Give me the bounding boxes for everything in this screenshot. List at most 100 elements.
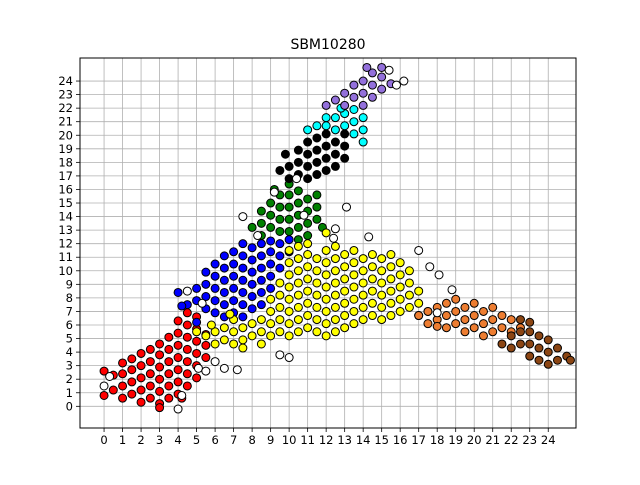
data-point [192, 348, 202, 358]
data-point [303, 231, 313, 241]
data-point [358, 76, 368, 86]
y-tick-label: 4 [66, 345, 73, 359]
data-point [238, 212, 248, 222]
data-point [293, 145, 303, 155]
data-point [238, 323, 248, 333]
data-point [358, 266, 368, 276]
data-point [312, 202, 322, 212]
data-point [342, 202, 352, 212]
data-point [367, 250, 377, 260]
data-point [321, 153, 331, 163]
data-point [367, 262, 377, 272]
data-point [256, 339, 266, 349]
data-point [340, 88, 350, 98]
data-point [469, 311, 479, 321]
data-point [329, 233, 339, 243]
data-point [247, 331, 257, 341]
data-point [145, 393, 155, 403]
x-tick-label: 16 [393, 433, 408, 447]
data-point [219, 335, 229, 345]
data-point [192, 327, 202, 337]
data-point [349, 319, 359, 329]
data-point [275, 315, 285, 325]
y-tick-label: 23 [58, 88, 73, 102]
data-point [256, 263, 266, 273]
data-point [269, 187, 279, 197]
data-point [155, 403, 165, 413]
data-point [543, 347, 553, 357]
data-point [534, 331, 544, 341]
data-point [164, 381, 174, 391]
data-point [256, 239, 266, 249]
data-point [256, 327, 266, 337]
data-point [425, 262, 435, 272]
data-point [362, 62, 372, 72]
data-point [275, 278, 285, 288]
data-point [193, 363, 203, 373]
data-point [497, 339, 507, 349]
data-point [238, 300, 248, 310]
data-point [256, 206, 266, 216]
data-point [155, 362, 165, 372]
data-point [303, 311, 313, 321]
x-tick-label: 13 [337, 433, 352, 447]
data-point [506, 331, 516, 341]
data-point [377, 315, 387, 325]
data-point [229, 296, 239, 306]
data-point [266, 271, 276, 281]
data-point [377, 278, 387, 288]
y-tick-label: 17 [58, 169, 73, 183]
data-point [312, 327, 322, 337]
data-point [238, 335, 248, 345]
data-point [284, 331, 294, 341]
data-point [284, 245, 294, 255]
data-point [136, 348, 146, 358]
data-point [182, 286, 192, 296]
data-point [349, 294, 359, 304]
data-point [340, 311, 350, 321]
plot-area-frame [79, 57, 577, 429]
data-point [238, 275, 248, 285]
data-point [460, 315, 470, 325]
data-point [293, 302, 303, 312]
y-tick-label: 5 [66, 332, 73, 346]
data-point [391, 80, 401, 90]
data-point [201, 340, 211, 350]
data-point [173, 365, 183, 375]
data-point [358, 315, 368, 325]
data-point [256, 315, 266, 325]
data-point [340, 121, 350, 131]
data-point [358, 137, 368, 147]
data-point [321, 141, 331, 151]
data-point [210, 296, 220, 306]
x-tick-label: 20 [467, 433, 482, 447]
data-point [423, 319, 433, 329]
point-cluster-1 [173, 235, 294, 327]
y-tick-label: 24 [58, 74, 73, 88]
data-point [525, 327, 535, 337]
data-point [275, 165, 285, 175]
data-point [164, 344, 174, 354]
data-point [367, 286, 377, 296]
data-point [386, 286, 396, 296]
data-point [423, 306, 433, 316]
data-point [395, 282, 405, 292]
y-tick-label: 0 [66, 399, 73, 413]
data-point [256, 218, 266, 228]
data-point [192, 373, 202, 383]
data-point [219, 263, 229, 273]
x-tick-label: 4 [174, 433, 181, 447]
x-tick-label: 3 [156, 433, 163, 447]
data-point [238, 312, 248, 322]
data-point [155, 350, 165, 360]
data-point [229, 283, 239, 293]
data-point [377, 254, 387, 264]
data-point [210, 283, 220, 293]
data-point [201, 366, 211, 376]
data-point [219, 363, 229, 373]
data-point [275, 239, 285, 249]
data-point [321, 306, 331, 316]
gridlines [80, 58, 576, 428]
data-point [284, 294, 294, 304]
